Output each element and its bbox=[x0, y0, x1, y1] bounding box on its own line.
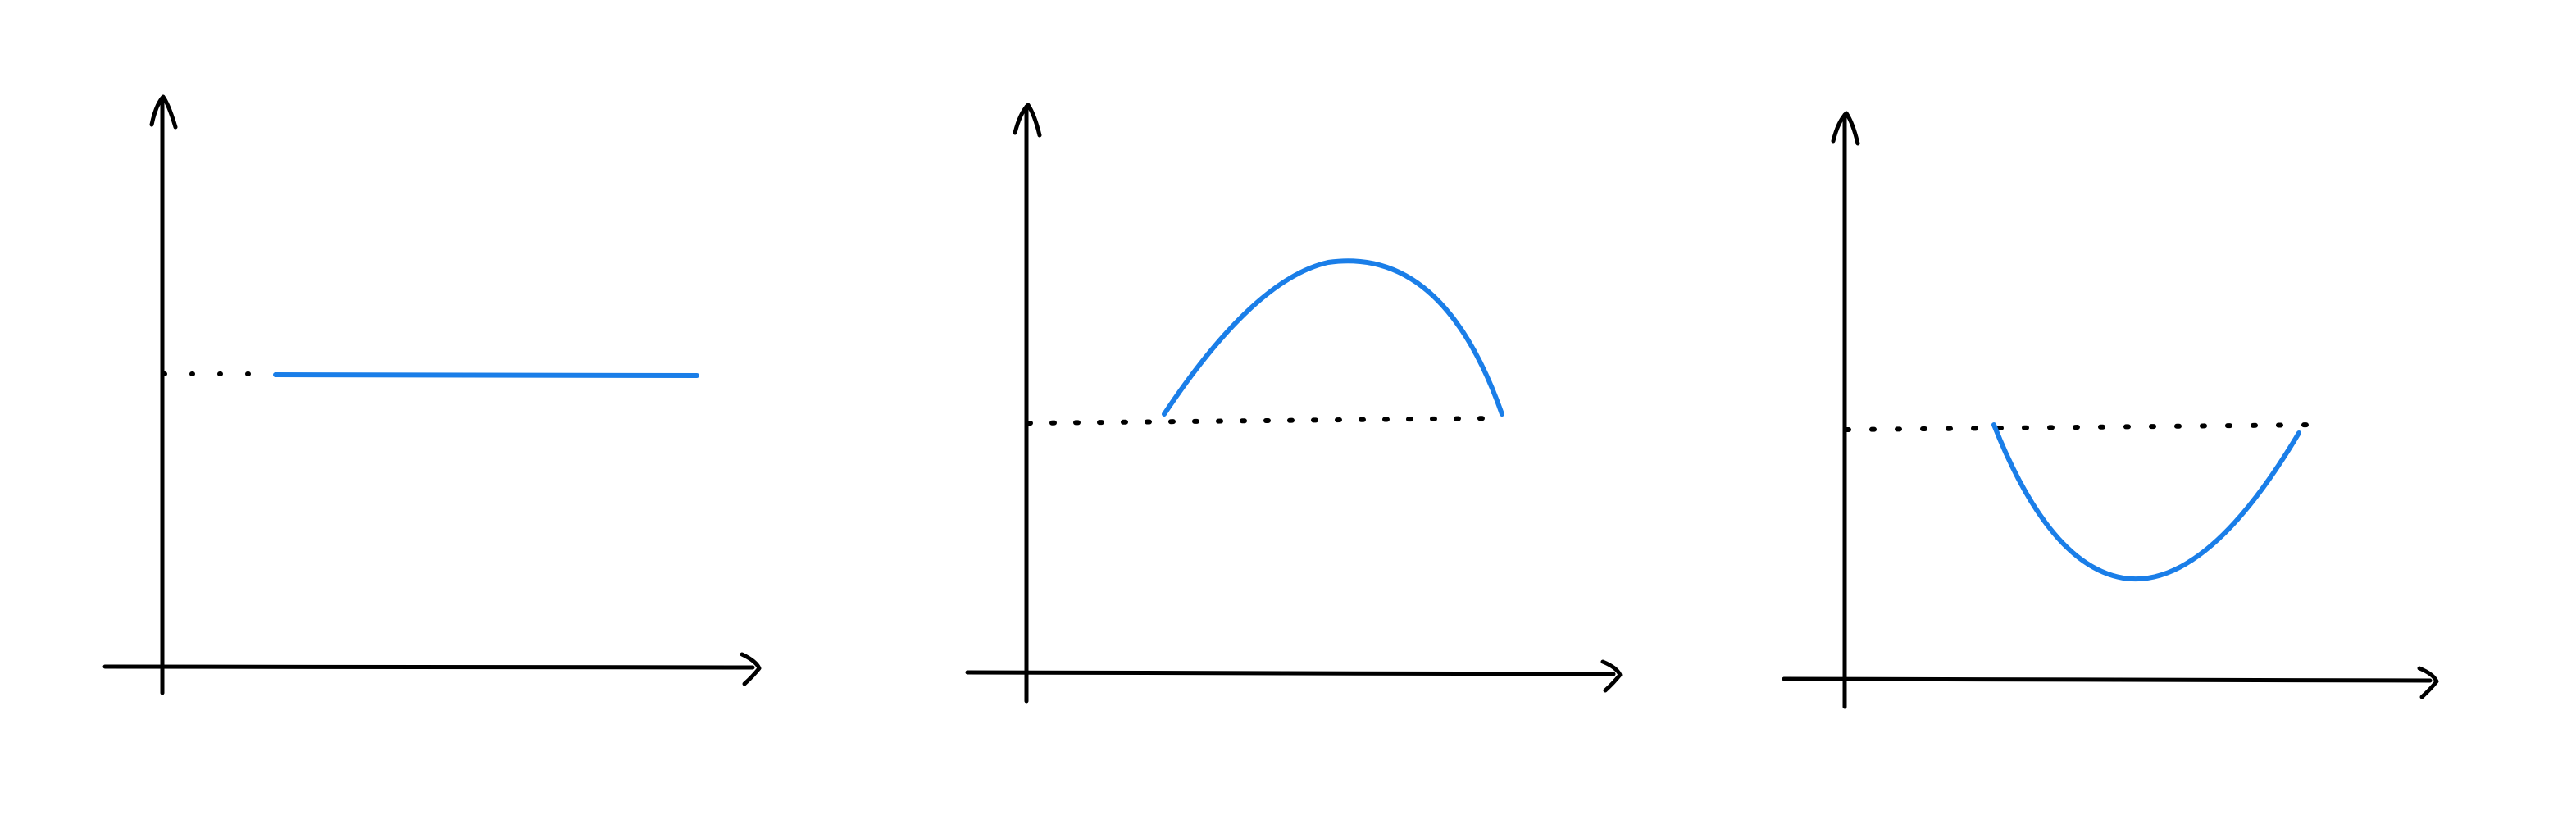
x-axis bbox=[965, 670, 1616, 676]
x-axis-arrowhead bbox=[2417, 666, 2439, 699]
dip-curve bbox=[1991, 422, 2301, 582]
panel-3 bbox=[1782, 111, 2439, 709]
x-axis-arrowhead bbox=[740, 652, 762, 686]
x-axis-arrowhead bbox=[1600, 659, 1623, 693]
panel-1 bbox=[102, 94, 762, 695]
y-axis-arrowhead bbox=[1013, 102, 1042, 138]
x-axis bbox=[1782, 676, 2433, 683]
panel-2 bbox=[965, 102, 1623, 704]
constant-curve bbox=[273, 372, 699, 378]
y-axis-arrowhead bbox=[149, 94, 178, 130]
arch-curve bbox=[1162, 258, 1504, 417]
dotted-guide-line bbox=[1026, 416, 1504, 426]
dotted-guide-line bbox=[1844, 422, 2319, 432]
y-axis-arrowhead bbox=[1831, 111, 1860, 146]
